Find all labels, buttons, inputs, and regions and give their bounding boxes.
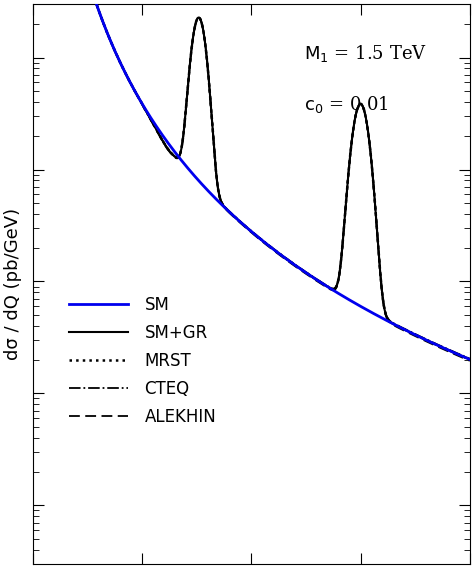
Legend: SM, SM+GR, MRST, CTEQ, ALEKHIN: SM, SM+GR, MRST, CTEQ, ALEKHIN xyxy=(63,289,223,432)
Text: $\mathrm{M_1}$ = 1.5 TeV: $\mathrm{M_1}$ = 1.5 TeV xyxy=(304,43,427,64)
Y-axis label: dσ / dQ (pb/GeV): dσ / dQ (pb/GeV) xyxy=(4,208,22,360)
Text: $\mathrm{c_0}$ = 0.01: $\mathrm{c_0}$ = 0.01 xyxy=(304,94,388,115)
